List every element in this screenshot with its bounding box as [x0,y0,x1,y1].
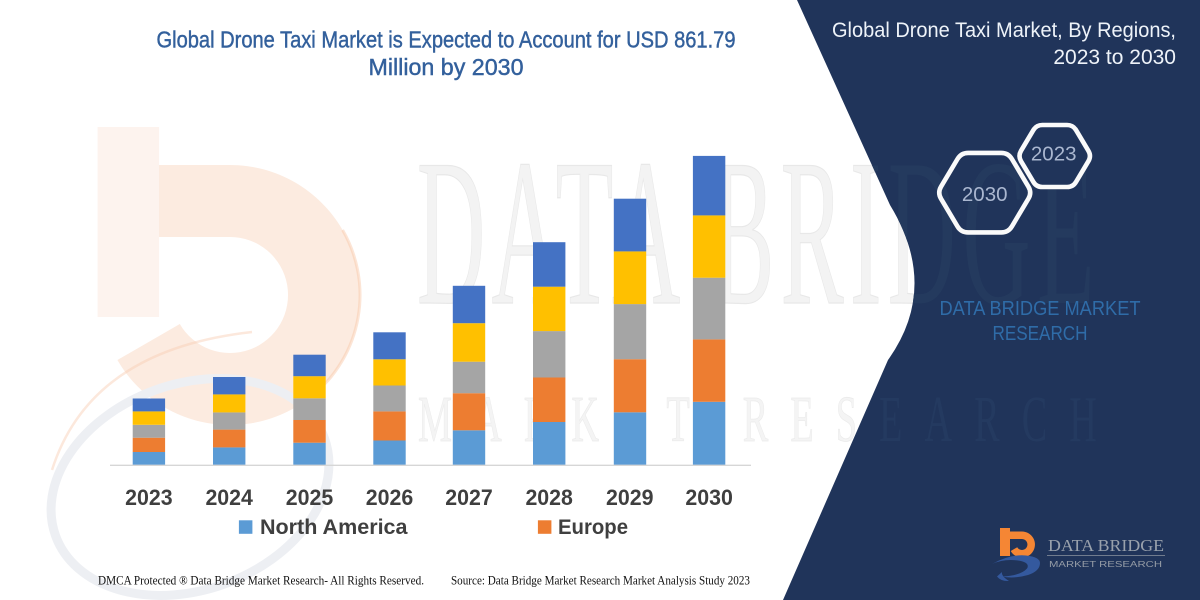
svg-text:Global Drone Taxi Market is Ex: Global Drone Taxi Market is Expected to … [157,27,736,53]
svg-text:2027: 2027 [445,485,493,510]
svg-text:2023 to 2030: 2023 to 2030 [1053,46,1176,69]
svg-text:Million by 2030: Million by 2030 [369,54,524,80]
svg-text:2024: 2024 [205,485,253,510]
svg-text:Source: Data Bridge Market Res: Source: Data Bridge Market Research Mark… [451,574,750,588]
svg-text:2023: 2023 [125,485,173,510]
svg-text:2028: 2028 [525,485,573,510]
svg-text:DATA BRIDGE MARKET: DATA BRIDGE MARKET [940,298,1141,320]
svg-text:2023: 2023 [1031,143,1077,166]
svg-text:2030: 2030 [685,485,733,510]
svg-text:MARKET RESEARCH: MARKET RESEARCH [1049,560,1162,569]
svg-text:2025: 2025 [286,485,334,510]
svg-text:2029: 2029 [606,485,654,510]
svg-text:North America: North America [260,516,408,539]
svg-text:2030: 2030 [962,183,1008,206]
svg-text:DATA BRIDGE: DATA BRIDGE [1048,536,1164,555]
svg-text:2026: 2026 [366,485,414,510]
svg-text:DMCA Protected ® Data Bridge M: DMCA Protected ® Data Bridge Market Rese… [98,574,424,588]
svg-text:Europe: Europe [558,516,628,539]
svg-text:RESEARCH: RESEARCH [993,323,1088,345]
svg-text:Global Drone Taxi Market, By R: Global Drone Taxi Market, By Regions, [832,19,1176,42]
